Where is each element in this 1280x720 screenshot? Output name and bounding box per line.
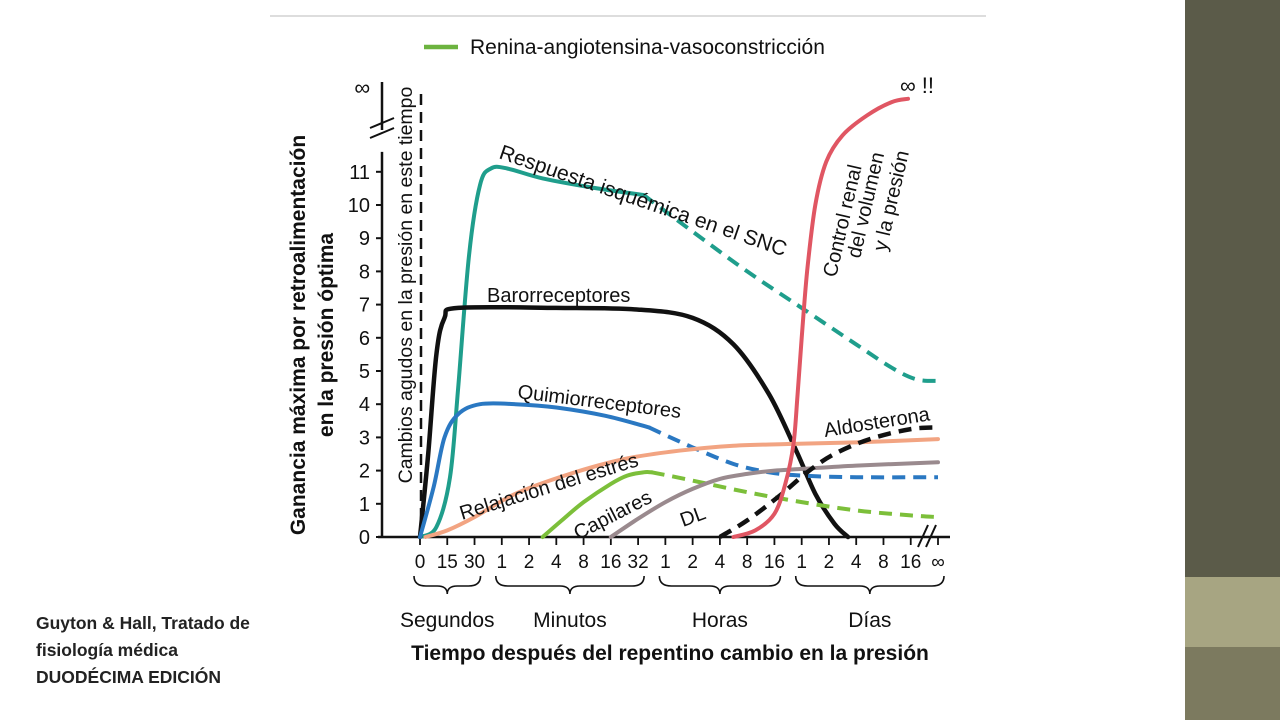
x-group-label: Minutos xyxy=(533,609,607,632)
x-tick-label: 4 xyxy=(551,552,562,573)
y-tick-label: 0 xyxy=(359,527,370,549)
x-group-label: Segundos xyxy=(400,609,495,632)
x-group-brace xyxy=(794,575,945,595)
curve-label: Respuesta isquémica en el SNC xyxy=(496,141,789,261)
series-line-dashed-aldosterona xyxy=(718,425,939,539)
x-tick-label: 4 xyxy=(851,552,862,573)
x-tick-label: 2 xyxy=(824,552,835,573)
curve-label: Barorreceptores xyxy=(487,285,630,307)
accent-band-light xyxy=(1185,577,1280,647)
x-tick-label: 16 xyxy=(764,552,785,573)
figure-top-rule xyxy=(270,15,986,17)
slide-accent-bar xyxy=(1185,0,1280,720)
y-tick-label: 6 xyxy=(359,328,370,350)
y-tick-label: 11 xyxy=(349,162,370,184)
y-tick-infinity: ∞ xyxy=(354,75,370,100)
x-tick-label: 16 xyxy=(900,552,921,573)
y-axis-break-mark xyxy=(369,127,395,139)
renal-infinity-marker: ∞ !! xyxy=(900,73,934,98)
x-tick-label: 1 xyxy=(497,552,508,573)
slide-background xyxy=(0,0,1185,720)
x-tick-label: 8 xyxy=(878,552,889,573)
x-axis-title: Tiempo después del repentino cambio en l… xyxy=(411,642,929,665)
chart-series xyxy=(417,44,940,540)
y-tick-label: 8 xyxy=(359,261,370,283)
x-tick-label: 0 xyxy=(415,552,426,573)
series-line-dashed-capilares xyxy=(651,470,939,520)
x-tick-label: 4 xyxy=(715,552,726,573)
y-tick-label: 9 xyxy=(359,228,370,250)
acute-change-annotation: Cambios agudos en la presión en este tie… xyxy=(395,86,417,483)
x-tick-label: 8 xyxy=(742,552,753,573)
series-line-respuesta-isquemica-en-el-snc xyxy=(418,164,646,539)
curve-label: Quimiorreceptores xyxy=(516,381,682,423)
x-group-label: Días xyxy=(848,609,891,632)
y-tick-label: 4 xyxy=(359,394,370,416)
series-line-capilares xyxy=(540,470,654,539)
y-axis-title-line-2: en la presión óptima xyxy=(315,233,338,438)
x-tick-label: 8 xyxy=(578,552,589,573)
y-axis-break-mark xyxy=(369,117,395,129)
x-group-brace xyxy=(413,575,482,595)
x-axis-break-mark xyxy=(917,524,929,548)
source-line-2: fisiología médica xyxy=(36,640,178,660)
series-line-dashed-respuesta-isquemica-en-el-snc xyxy=(642,193,939,383)
x-tick-label: 2 xyxy=(687,552,698,573)
legend-label-renina: Renina-angiotensina-vasoconstricción xyxy=(470,36,825,59)
y-tick-label: 1 xyxy=(359,494,370,516)
source-caption: Guyton & Hall, Tratado de fisiología méd… xyxy=(36,610,306,691)
x-tick-label: 2 xyxy=(524,552,535,573)
y-tick-label: 3 xyxy=(359,427,370,449)
x-tick-label: 1 xyxy=(660,552,671,573)
x-group-brace xyxy=(658,575,782,595)
x-tick-label: 1 xyxy=(796,552,807,573)
x-tick-label: 32 xyxy=(628,552,649,573)
cropped-figure-caption xyxy=(270,683,970,691)
curve-label: Aldosterona xyxy=(822,403,932,442)
series-line-barorreceptores xyxy=(417,304,851,540)
series-line-relajacion-del-estres xyxy=(423,437,940,539)
x-group-brace xyxy=(494,575,645,595)
y-tick-label: 2 xyxy=(359,461,370,483)
x-axis-break-mark xyxy=(925,524,937,548)
x-tick-label: 16 xyxy=(600,552,621,573)
y-axis-title-line-1: Ganancia máxima por retroalimentación xyxy=(287,135,310,535)
series-line-quimiorreceptores xyxy=(418,401,651,539)
y-tick-label: 5 xyxy=(359,361,370,383)
curve-label: DL xyxy=(677,502,709,531)
x-tick-label: 15 xyxy=(437,552,458,573)
y-tick-label: 10 xyxy=(348,195,370,217)
series-line-control-renal-del-volumen-y-la-presion xyxy=(731,96,910,539)
x-tick-label: 30 xyxy=(464,552,485,573)
y-tick-label: 7 xyxy=(359,295,370,317)
series-line-dl xyxy=(608,460,940,539)
source-line-3: DUODÉCIMA EDICIÓN xyxy=(36,667,222,687)
source-line-1: Guyton & Hall, Tratado de xyxy=(36,613,250,633)
x-group-label: Horas xyxy=(692,609,748,632)
accent-band-dark xyxy=(1185,647,1280,720)
chart-axes xyxy=(369,82,950,595)
x-tick-label: ∞ xyxy=(931,552,945,573)
